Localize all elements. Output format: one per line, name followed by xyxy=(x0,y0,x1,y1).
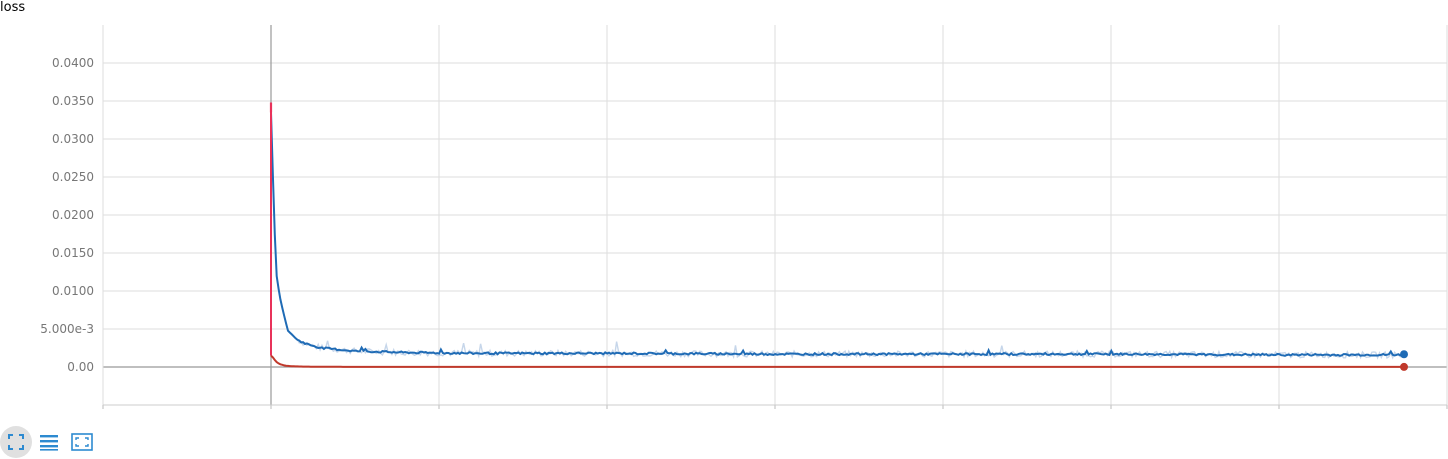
y-tick-label: 5.000e-3 xyxy=(40,322,94,336)
series-line xyxy=(270,112,1405,357)
y-tick-label: 0.0150 xyxy=(52,246,94,260)
y-tick-label: 0.0100 xyxy=(52,284,94,298)
toggle-log-icon xyxy=(40,435,58,451)
loss-chart[interactable]: 0.00 5.000e-3 0.0100 0.0150 0.0200 0.0250 0.03… xyxy=(0,0,1448,420)
y-tick-label: 0.00 xyxy=(67,360,94,374)
y-tick-label: 0.0400 xyxy=(52,56,94,70)
y-tick-label: 0.0350 xyxy=(52,94,94,108)
series-end-point[interactable] xyxy=(1400,362,1408,371)
expand-chart-icon xyxy=(71,433,93,451)
toggle-log-scale-button[interactable] xyxy=(33,426,65,458)
series-line xyxy=(270,354,1404,368)
series-raw-trace xyxy=(270,112,1405,360)
series-end-point[interactable] xyxy=(1400,350,1408,359)
expand-chart-button[interactable] xyxy=(66,426,98,458)
chart-title: loss xyxy=(0,0,26,15)
y-tick-label: 0.0300 xyxy=(52,132,94,146)
y-tick-label: 0.0200 xyxy=(52,208,94,222)
fit-domain-icon xyxy=(8,434,24,450)
chart-toolbar xyxy=(0,425,99,459)
fit-domain-button[interactable] xyxy=(0,426,32,458)
y-tick-label: 0.0250 xyxy=(52,170,94,184)
